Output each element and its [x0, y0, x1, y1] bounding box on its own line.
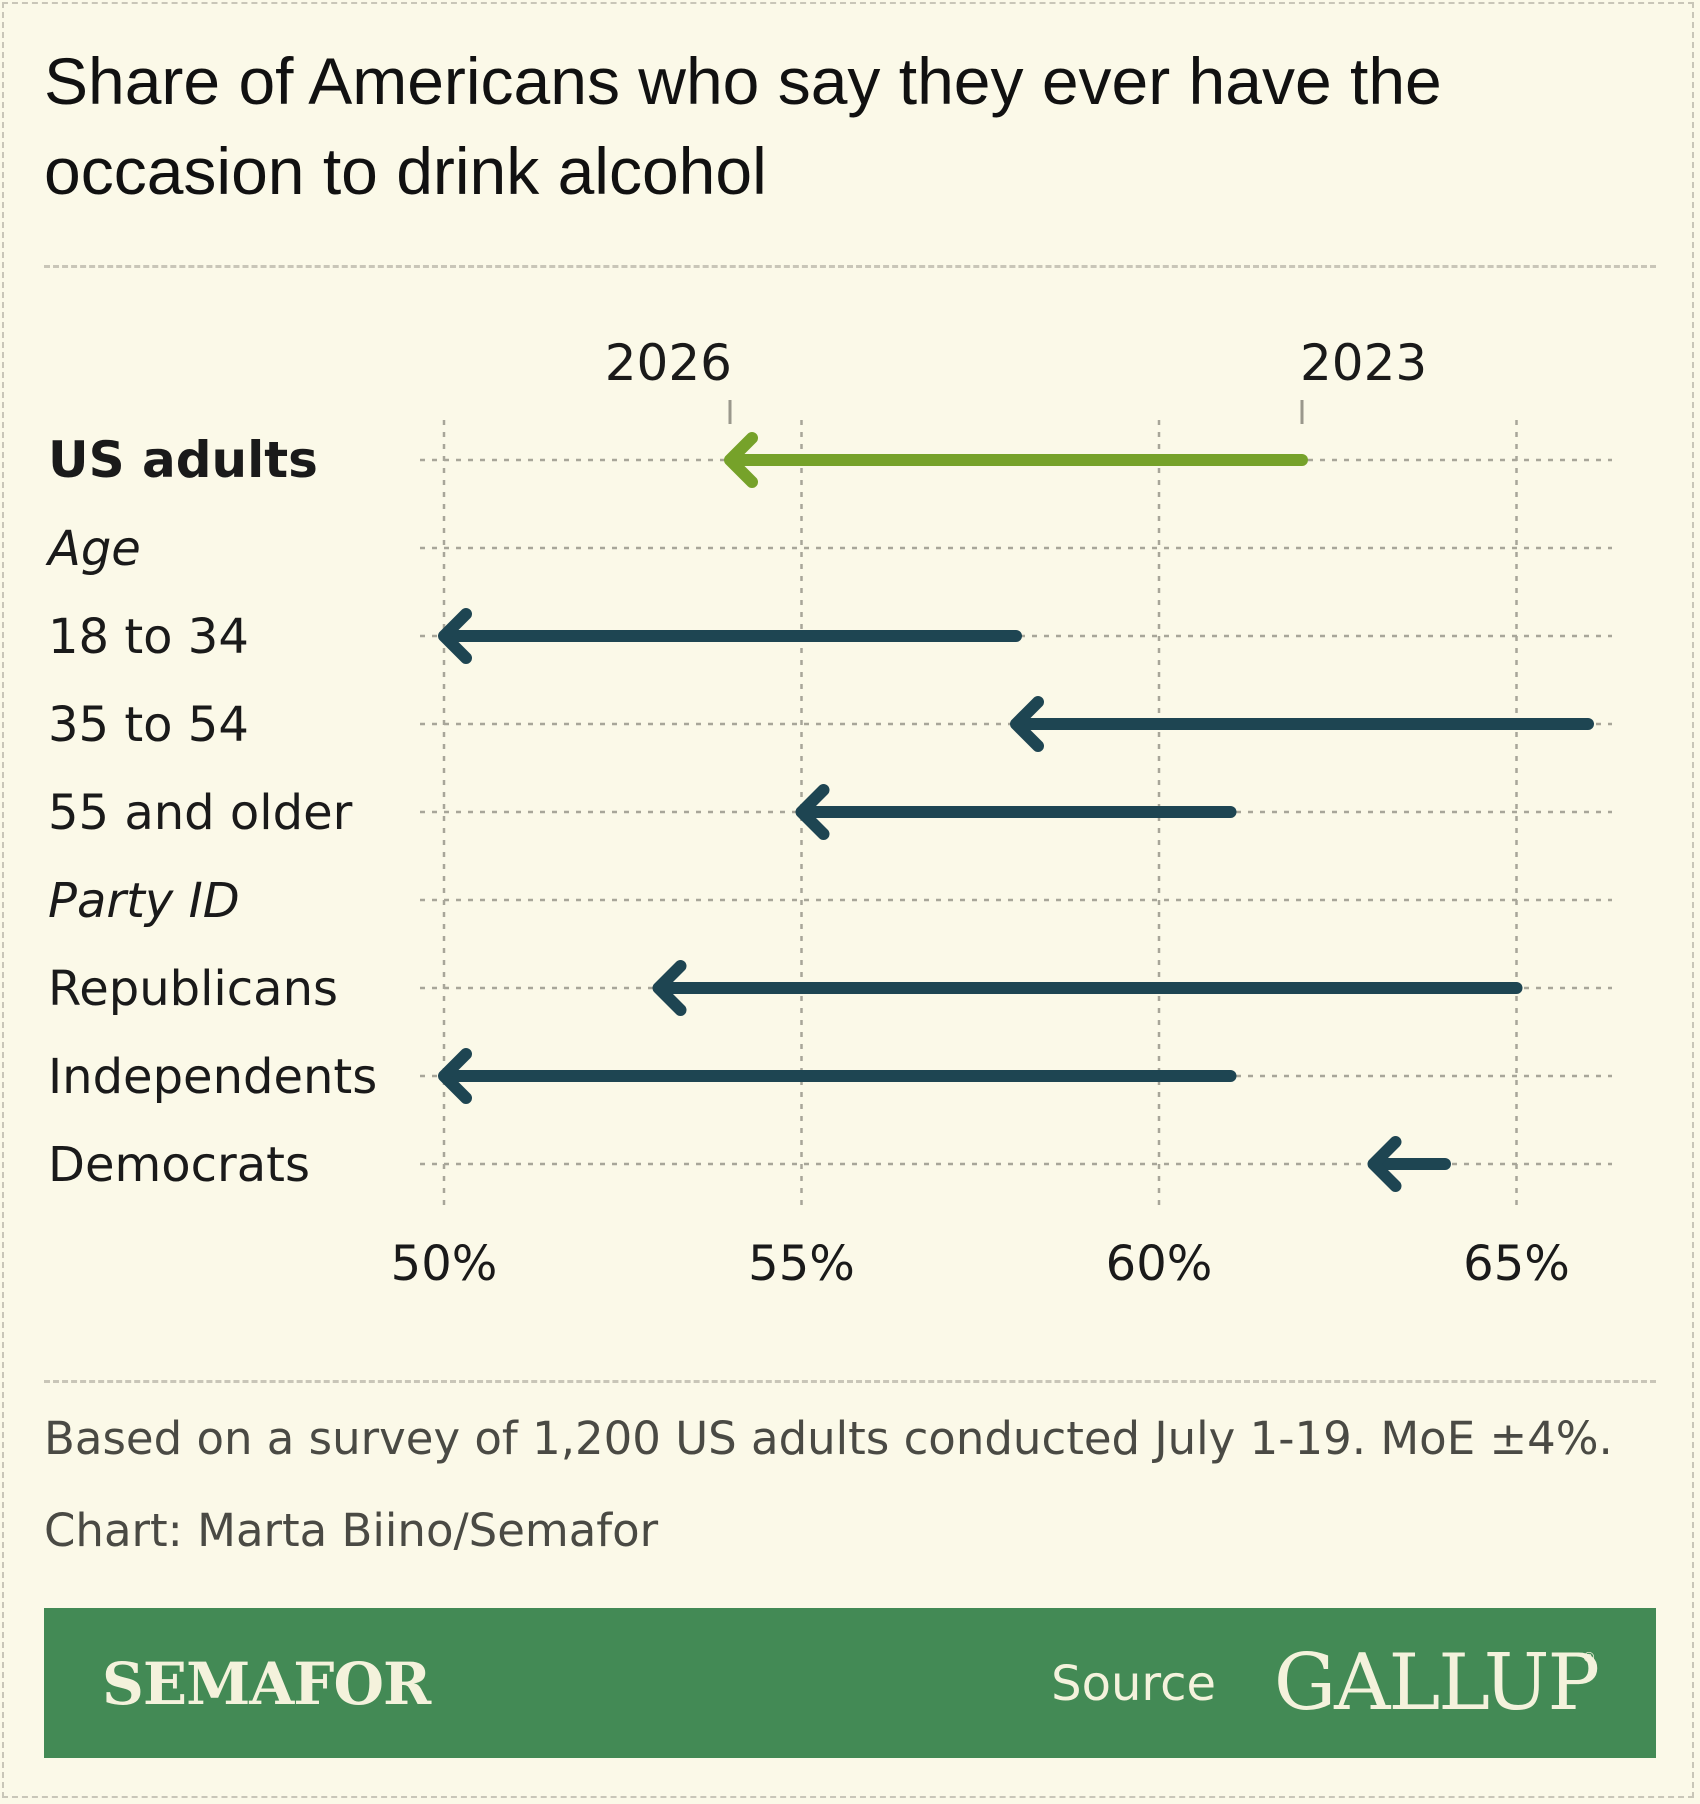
- arrow-mark: [438, 1048, 1237, 1104]
- arrow-head: [652, 960, 687, 1016]
- arrow-head: [1010, 696, 1044, 752]
- chart-credit: Chart: Marta Biino/Semafor: [44, 1504, 659, 1557]
- x-tick-label: 60%: [1106, 1236, 1213, 1292]
- source-label: Source: [1051, 1656, 1216, 1712]
- arrow-head: [724, 432, 758, 488]
- footer-bar: SEMAFOR Source GALLUP ®: [44, 1608, 1656, 1758]
- group-heading: Age: [45, 521, 141, 577]
- arrow-mark: [652, 960, 1523, 1016]
- chart-title: Share of Americans who say they ever hav…: [44, 44, 1442, 208]
- row-label: Independents: [48, 1049, 377, 1105]
- bottom-divider: [44, 1380, 1656, 1383]
- x-tick-label: 65%: [1463, 1236, 1570, 1292]
- arrow-mark: [1367, 1136, 1451, 1192]
- arrow-mark: [795, 784, 1237, 840]
- x-tick-label: 50%: [391, 1236, 498, 1292]
- arrow-mark: [724, 432, 1308, 488]
- gallup-logo: GALLUP: [1273, 1638, 1600, 1728]
- row-label: 18 to 34: [48, 609, 249, 665]
- row-label: US adults: [48, 431, 318, 489]
- arrow-head: [438, 1048, 472, 1104]
- top-divider: [44, 265, 1656, 268]
- semafor-logo: SEMAFOR: [102, 1650, 431, 1718]
- row-label: Republicans: [48, 961, 338, 1017]
- registered-mark: ®: [1582, 1650, 1596, 1666]
- arrow-head: [1367, 1136, 1402, 1192]
- row-label: Democrats: [48, 1137, 310, 1193]
- x-tick-label: 55%: [748, 1236, 855, 1292]
- group-heading: Party ID: [48, 873, 240, 929]
- arrow-head: [438, 608, 472, 664]
- arrow-mark: [1010, 696, 1594, 752]
- year-label-2026: 2026: [605, 334, 732, 392]
- row-label: 35 to 54: [48, 697, 249, 753]
- survey-note: Based on a survey of 1,200 US adults con…: [44, 1412, 1613, 1465]
- year-label-2023: 2023: [1300, 334, 1427, 392]
- row-label: 55 and older: [48, 785, 353, 841]
- arrow-head: [795, 784, 830, 840]
- arrow-chart: US adults Age 18 to 34 35 to 54 55 and older…: [45, 334, 1612, 1292]
- arrow-mark: [438, 608, 1022, 664]
